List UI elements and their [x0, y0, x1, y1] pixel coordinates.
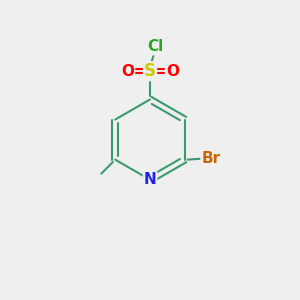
Text: Cl: Cl: [147, 39, 164, 54]
Text: S: S: [144, 62, 156, 80]
Text: O: O: [121, 64, 134, 79]
Text: N: N: [144, 172, 156, 187]
Text: Br: Br: [201, 151, 220, 166]
Text: O: O: [166, 64, 179, 79]
